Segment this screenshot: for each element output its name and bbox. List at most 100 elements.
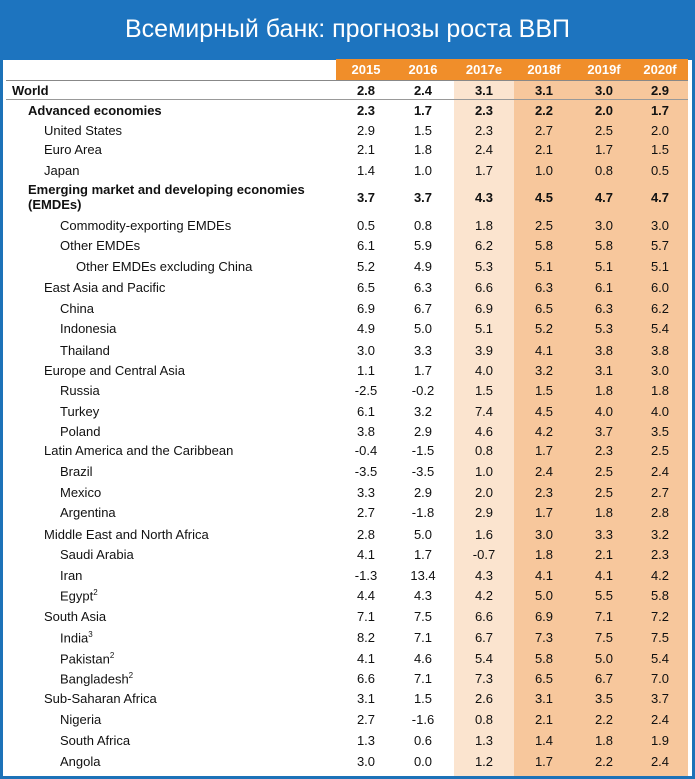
table-cell: 1.7 (594, 142, 614, 157)
table-cell: 7.5 (650, 630, 670, 645)
table-cell: 2.0 (650, 123, 670, 138)
row-label-text: India (60, 630, 89, 646)
column-header: 2018f (527, 62, 561, 77)
table-cell: 2.3 (474, 123, 494, 138)
table-cell: 3.1 (534, 691, 554, 706)
table-cell: 0.5 (356, 218, 376, 233)
column-shade-2019f (574, 80, 630, 776)
table-cell: 1.8 (650, 383, 670, 398)
table-cell: 1.6 (474, 527, 494, 542)
table-cell: 4.5 (534, 404, 554, 419)
table-cell: 2.2 (594, 712, 614, 727)
row-label-text: Latin America and the Caribbean (44, 443, 234, 458)
row-label-text: Europe and Central Asia (44, 363, 185, 378)
table-cell: 2.4 (474, 142, 494, 157)
table-cell: 3.8 (650, 343, 670, 358)
table-cell: 1.0 (413, 163, 433, 178)
table-cell: 2.7 (650, 485, 670, 500)
table-cell: -3.5 (354, 464, 378, 479)
table-cell: 7.0 (650, 671, 670, 686)
row-label-text: East Asia and Pacific (44, 280, 166, 295)
table-cell: 0.0 (413, 754, 433, 769)
table-cell: 7.1 (413, 671, 433, 686)
table-cell: 2.5 (594, 485, 614, 500)
row-label: Other EMDEs excluding China (76, 259, 252, 274)
column-header: 2017e (465, 62, 503, 77)
column-shade-2017e (454, 80, 514, 776)
table-cell: 1.2 (474, 754, 494, 769)
table-cell: 2.9 (474, 505, 494, 520)
row-label: Saudi Arabia (60, 547, 134, 562)
header-divider (6, 80, 688, 81)
table-cell: 3.7 (413, 190, 433, 205)
row-label-text: South Asia (44, 609, 107, 624)
table-cell: 6.9 (534, 609, 554, 624)
row-label: Emerging market and developing economies… (28, 182, 328, 212)
footnote-marker: 2 (109, 651, 115, 660)
row-label-text: Commodity-exporting EMDEs (60, 218, 232, 233)
row-label: Pakistan2 (60, 651, 114, 666)
table-cell: 1.8 (474, 218, 494, 233)
table-cell: 2.3 (474, 103, 494, 118)
table-cell: -3.5 (411, 464, 435, 479)
table-cell: 6.1 (594, 280, 614, 295)
table-cell: 3.0 (594, 218, 614, 233)
table-cell: 3.8 (594, 343, 614, 358)
column-header: 2015 (351, 62, 381, 77)
table-cell: 4.6 (413, 651, 433, 666)
table-cell: 3.2 (534, 363, 554, 378)
table-cell: 3.7 (650, 691, 670, 706)
table-cell: 2.1 (534, 142, 554, 157)
table-cell: -1.8 (411, 505, 435, 520)
row-label: Thailand (60, 343, 110, 358)
header-bar (336, 59, 688, 80)
table-cell: 7.1 (413, 630, 433, 645)
table-cell: 4.1 (534, 568, 554, 583)
table-cell: 2.9 (413, 485, 433, 500)
row-label-text: Advanced economies (28, 103, 162, 118)
table-cell: 3.1 (534, 83, 554, 98)
table-cell: 3.7 (356, 190, 376, 205)
table-cell: 7.2 (650, 609, 670, 624)
table-cell: 2.3 (594, 443, 614, 458)
table-cell: 4.7 (594, 190, 614, 205)
table-cell: 6.3 (594, 301, 614, 316)
table-cell: 6.1 (356, 404, 376, 419)
table-cell: 1.1 (356, 363, 376, 378)
row-label-text: Mexico (60, 485, 102, 500)
row-label-text: Other EMDEs excluding China (76, 259, 253, 274)
table-cell: 6.0 (650, 280, 670, 295)
table-cell: 5.8 (534, 238, 554, 253)
table-cell: -2.5 (354, 383, 378, 398)
row-label: Sub-Saharan Africa (44, 691, 157, 706)
table-cell: 3.1 (474, 83, 494, 98)
table-cell: 1.5 (534, 383, 554, 398)
table-cell: 5.7 (650, 238, 670, 253)
table-cell: 1.0 (474, 464, 494, 479)
table-cell: 2.9 (413, 424, 433, 439)
table-cell: 6.7 (413, 301, 433, 316)
table-cell: 2.3 (650, 547, 670, 562)
table-cell: 4.1 (356, 547, 376, 562)
table-cell: 4.7 (650, 190, 670, 205)
row-label: United States (44, 123, 122, 138)
row-label: Europe and Central Asia (44, 363, 185, 378)
row-label-text: Other EMDEs (60, 238, 141, 253)
table-cell: -1.6 (411, 712, 435, 727)
table-cell: 6.3 (534, 280, 554, 295)
table-cell: 5.8 (650, 588, 670, 603)
table-cell: 1.7 (413, 547, 433, 562)
table-cell: 7.5 (413, 609, 433, 624)
table-cell: 6.6 (474, 609, 494, 624)
row-label-text: Argentina (60, 505, 116, 520)
table-cell: 2.4 (650, 754, 670, 769)
table-cell: 3.3 (356, 485, 376, 500)
table-cell: 5.1 (534, 259, 554, 274)
table-cell: 1.7 (534, 754, 554, 769)
table-cell: 5.1 (594, 259, 614, 274)
table-cell: 2.4 (650, 712, 670, 727)
table-cell: 5.4 (650, 651, 670, 666)
row-label-text: Angola (60, 754, 101, 769)
table-cell: 5.4 (474, 651, 494, 666)
table-cell: 4.2 (534, 424, 554, 439)
